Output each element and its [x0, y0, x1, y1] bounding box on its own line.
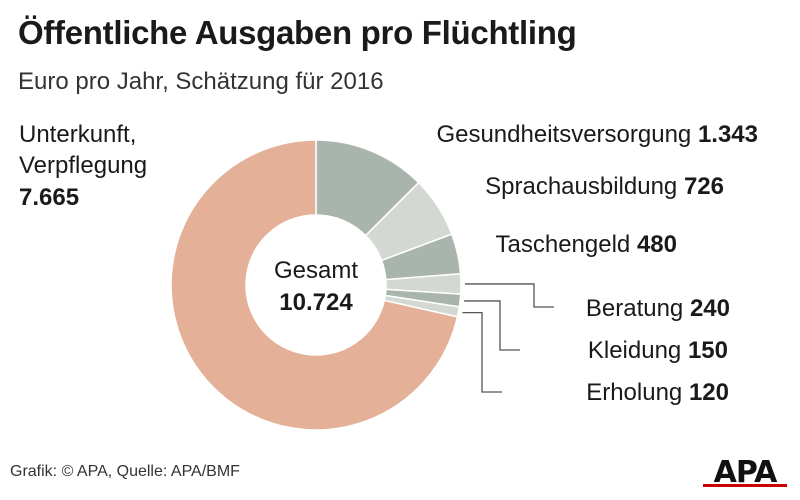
apa-logo: APA [703, 455, 787, 487]
label-unterkunft-name-1: Unterkunft, [19, 121, 136, 148]
label-taschengeld: Taschengeld 480 [496, 231, 677, 258]
label-erholung: Erholung 120 [586, 379, 729, 406]
center-label: Gesamt [274, 257, 358, 284]
label-kleidung: Kleidung 150 [588, 337, 728, 364]
leader-line [464, 283, 554, 308]
label-gesundheit: Gesundheitsversorgung 1.343 [436, 121, 758, 148]
label-sprachausbildung: Sprachausbildung 726 [485, 173, 724, 200]
leader-line [464, 300, 520, 351]
center-value: 10.724 [279, 289, 353, 316]
donut-chart: Gesamt 10.724 Unterkunft, Verpflegung 7.… [19, 121, 758, 431]
slice-unterkunft-verpflegung [170, 139, 459, 431]
label-unterkunft-name-2: Verpflegung [19, 152, 147, 179]
svg-text:APA: APA [714, 455, 778, 487]
source-credit: Grafik: © APA, Quelle: APA/BMF [10, 463, 240, 480]
label-unterkunft-value: 7.665 [19, 184, 79, 211]
chart-subtitle: Euro pro Jahr, Schätzung für 2016 [18, 68, 384, 95]
label-beratung: Beratung 240 [586, 295, 730, 322]
leader-line [462, 311, 502, 393]
chart-title: Öffentliche Ausgaben pro Flüchtling [18, 14, 577, 51]
